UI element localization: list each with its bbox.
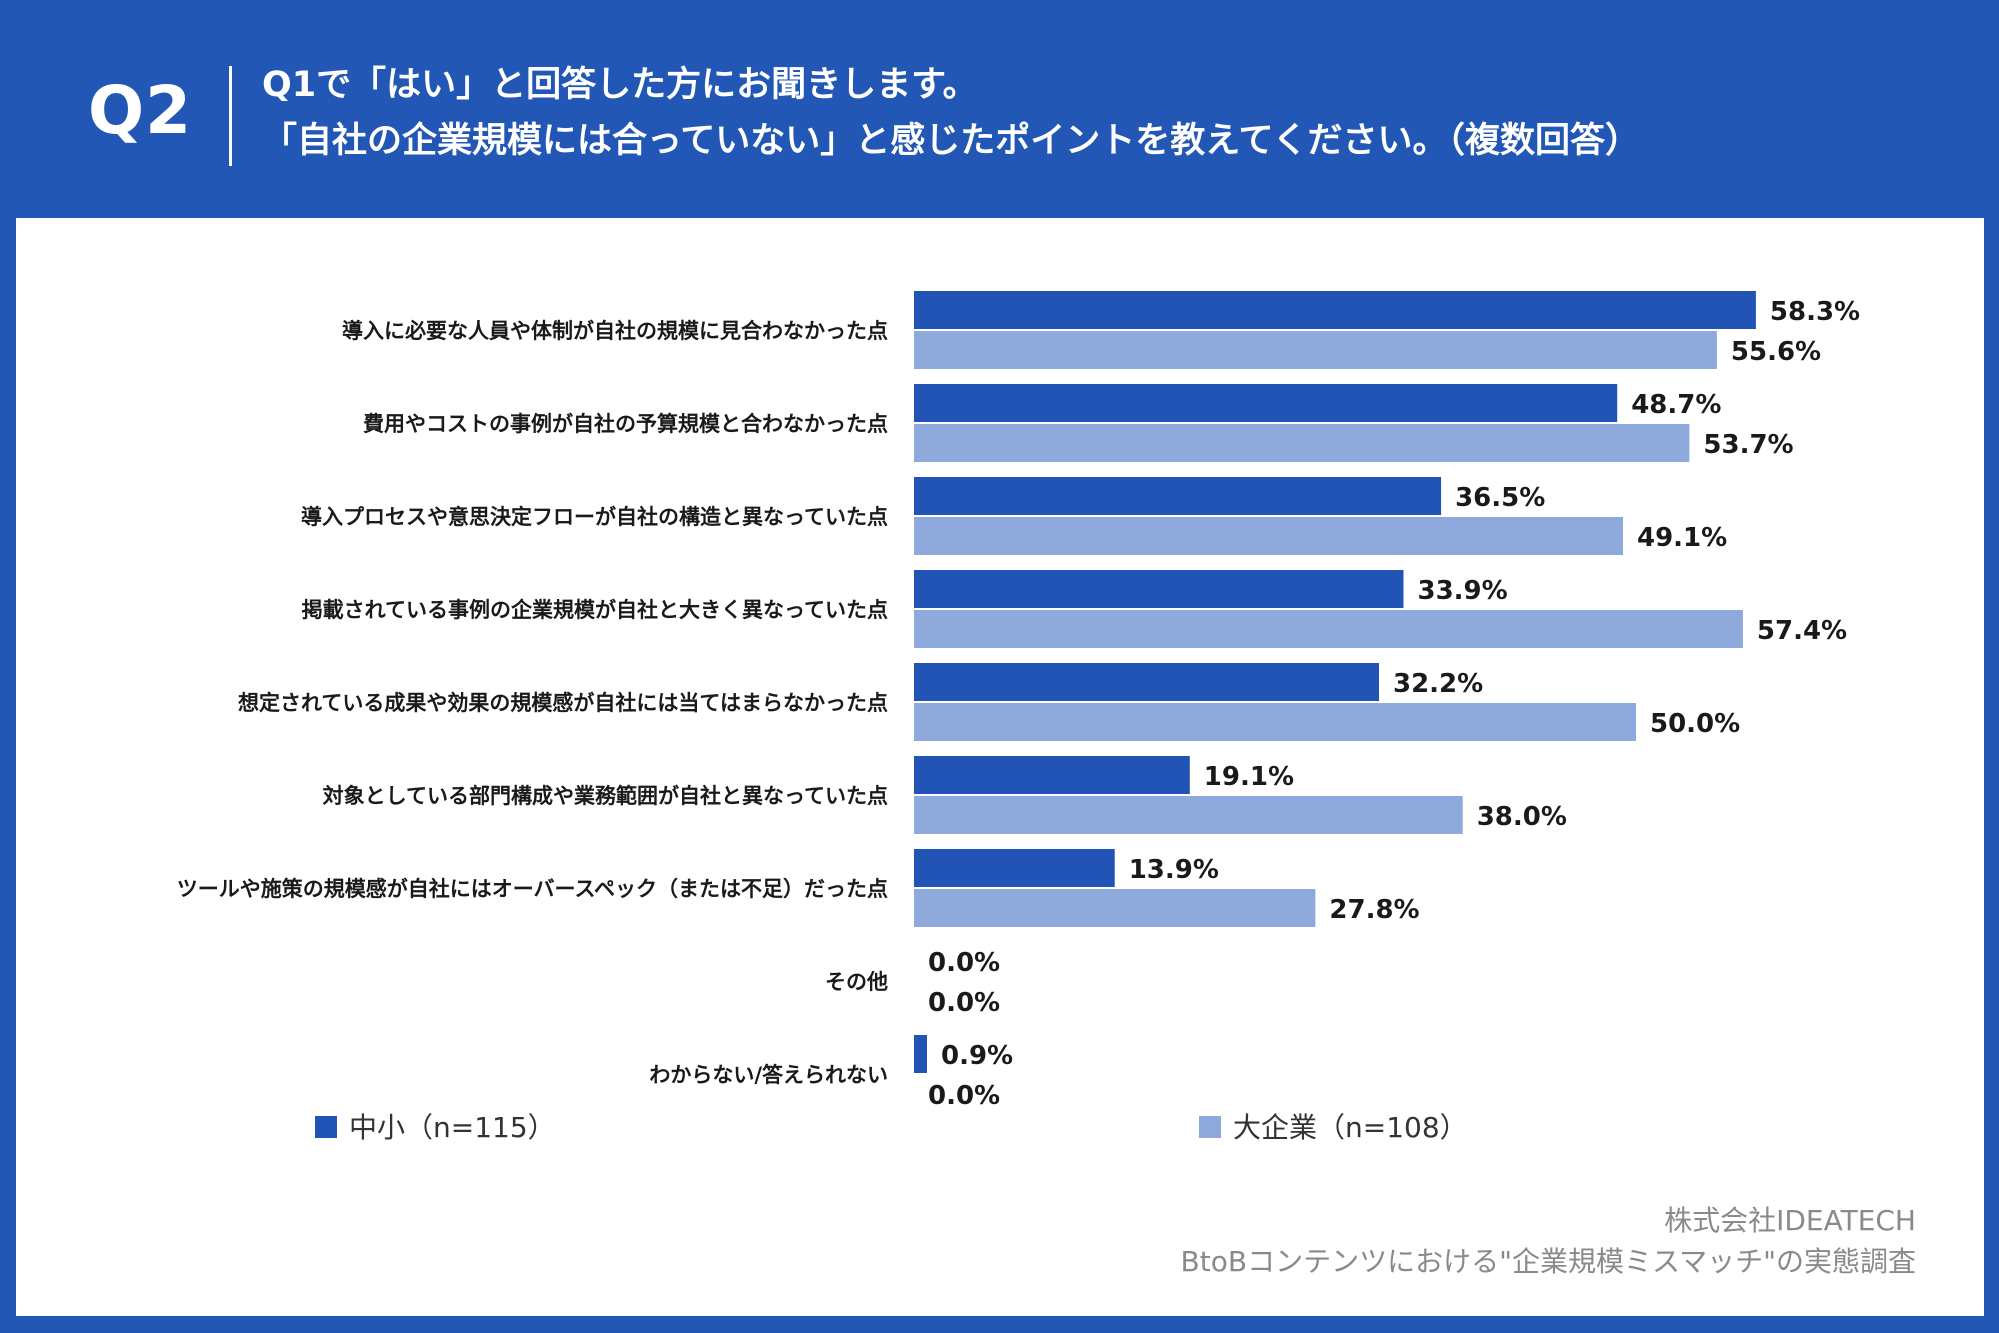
- value-label: 19.1%: [1204, 762, 1294, 792]
- source-survey: BtoBコンテンツにおける"企業規模ミスマッチ"の実態調査: [1181, 1245, 1916, 1278]
- source-company: 株式会社IDEATECH: [1664, 1204, 1916, 1237]
- bar-chart: 導入に必要な人員や体制が自社の規模に見合わなかった点 58.3% 55.6% 費用やコ…: [177, 291, 1916, 1278]
- value-label: 36.5%: [1455, 483, 1545, 513]
- bar-large-enterprise: [914, 424, 1690, 462]
- value-label: 0.0%: [928, 988, 1000, 1018]
- category-label: その他: [825, 970, 888, 994]
- value-label: 58.3%: [1770, 297, 1860, 327]
- bar-large-enterprise: [914, 889, 1316, 927]
- bar-large-enterprise: [914, 796, 1463, 834]
- value-label: 50.0%: [1650, 709, 1740, 739]
- legend-swatch-large: [1199, 1116, 1221, 1138]
- header-divider: [229, 66, 232, 166]
- bar-small-business: [914, 849, 1115, 887]
- chart-panel: 導入に必要な人員や体制が自社の規模に見合わなかった点 58.3% 55.6% 費用やコ…: [16, 218, 1984, 1316]
- value-label: 49.1%: [1637, 523, 1727, 553]
- value-label: 53.7%: [1703, 430, 1793, 460]
- legend-label-small: 中小（n=115）: [349, 1111, 556, 1144]
- category-label: 掲載されている事例の企業規模が自社と大きく異なっていた点: [302, 598, 888, 622]
- bar-small-business: [914, 756, 1190, 794]
- value-label: 48.7%: [1631, 390, 1721, 420]
- value-label: 33.9%: [1418, 576, 1508, 606]
- category-label: 導入に必要な人員や体制が自社の規模に見合わなかった点: [342, 319, 888, 343]
- header: Q2 Q1で「はい」と回答した方にお聞きします。 「自社の企業規模には合っていな…: [0, 0, 1999, 215]
- question-line-1: Q1で「はい」と回答した方にお聞きします。: [262, 65, 978, 105]
- category-label: わからない/答えられない: [649, 1063, 888, 1087]
- bar-large-enterprise: [914, 331, 1717, 369]
- value-label: 57.4%: [1757, 616, 1847, 646]
- category-label: ツールや施策の規模感が自社にはオーバースペック（または不足）だった点: [177, 877, 888, 901]
- category-label: 費用やコストの事例が自社の予算規模と合わなかった点: [363, 412, 888, 436]
- question-number: Q2: [88, 72, 193, 149]
- category-label: 対象としている部門構成や業務範囲が自社と異なっていた点: [323, 784, 888, 808]
- value-label: 0.9%: [941, 1041, 1013, 1071]
- value-label: 38.0%: [1477, 802, 1567, 832]
- value-label: 13.9%: [1129, 855, 1219, 885]
- value-label: 0.0%: [928, 948, 1000, 978]
- bar-small-business: [914, 477, 1442, 515]
- value-label: 27.8%: [1329, 895, 1419, 925]
- bar-small-business: [914, 1035, 927, 1073]
- legend-swatch-small: [315, 1116, 337, 1138]
- category-label: 導入プロセスや意思決定フローが自社の構造と異なっていた点: [301, 505, 888, 529]
- bar-small-business: [914, 384, 1618, 422]
- bar-large-enterprise: [914, 703, 1636, 741]
- value-label: 0.0%: [928, 1081, 1000, 1111]
- legend-label-large: 大企業（n=108）: [1233, 1111, 1468, 1144]
- bar-small-business: [914, 291, 1756, 329]
- bar-large-enterprise: [914, 517, 1623, 555]
- value-label: 55.6%: [1731, 337, 1821, 367]
- question-line-2: 「自社の企業規模には合っていない」と感じたポイントを教えてください。（複数回答）: [262, 121, 1640, 161]
- value-label: 32.2%: [1393, 669, 1483, 699]
- bar-large-enterprise: [914, 610, 1743, 648]
- bar-small-business: [914, 570, 1404, 608]
- category-label: 想定されている成果や効果の規模感が自社には当てはまらなかった点: [238, 691, 888, 715]
- bar-small-business: [914, 663, 1379, 701]
